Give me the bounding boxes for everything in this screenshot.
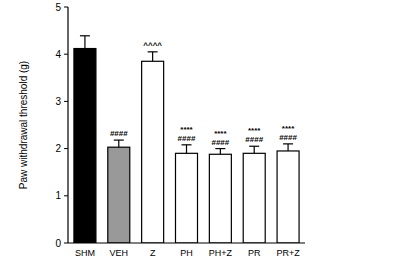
x-tick-label: SHM	[75, 248, 95, 258]
y-tick-label: 4	[55, 49, 61, 60]
error-cap	[283, 143, 293, 144]
annotation: ^^^^	[143, 41, 162, 50]
error-bar	[182, 145, 192, 153]
x-tick-label: VEH	[110, 248, 129, 258]
error-stem	[152, 52, 153, 61]
bar	[142, 61, 164, 243]
annotation: ****	[248, 126, 261, 135]
bar	[74, 49, 96, 243]
x-tick-label: PR+Z	[276, 248, 300, 258]
x-tick-label: Z	[150, 248, 156, 258]
annotation: ****	[180, 125, 193, 134]
error-cap	[148, 51, 158, 52]
annotation: ####	[245, 135, 263, 144]
error-stem	[287, 144, 288, 151]
error-cap	[182, 144, 192, 145]
bar	[176, 153, 198, 243]
error-bar	[249, 146, 259, 153]
error-stem	[186, 145, 187, 153]
annotation: ****	[214, 129, 227, 138]
annotation: ####	[279, 133, 297, 142]
y-tick-label: 0	[55, 238, 61, 249]
error-cap	[215, 148, 225, 149]
y-axis	[67, 7, 68, 243]
annotation: ####	[110, 129, 128, 138]
x-axis	[68, 242, 305, 243]
y-tick-label: 3	[55, 96, 61, 107]
x-tick-label: PH+Z	[209, 248, 233, 258]
bar	[277, 151, 299, 243]
bar	[243, 153, 265, 243]
annotation: ####	[178, 134, 196, 143]
y-tick-label: 2	[55, 143, 61, 154]
error-stem	[220, 149, 221, 155]
error-stem	[118, 140, 119, 147]
error-bar	[148, 52, 158, 61]
error-bar	[215, 149, 225, 155]
annotation: ****	[282, 124, 295, 133]
x-tick-label: PR	[248, 248, 261, 258]
plot-marks	[74, 36, 299, 243]
error-cap	[114, 140, 124, 141]
error-cap	[249, 146, 259, 147]
annotation: ####	[211, 138, 229, 147]
error-bar	[283, 144, 293, 151]
y-tick-label: 5	[55, 2, 61, 13]
x-tick-label: PH	[180, 248, 193, 258]
y-tick-label: 1	[55, 190, 61, 201]
error-cap	[80, 35, 90, 36]
error-stem	[84, 36, 85, 49]
y-axis-label: Paw withdrawal threshold (g)	[18, 61, 29, 189]
error-bar	[80, 36, 90, 49]
error-stem	[254, 146, 255, 153]
bar	[209, 154, 231, 243]
error-bar	[114, 140, 124, 147]
bar	[108, 147, 130, 243]
